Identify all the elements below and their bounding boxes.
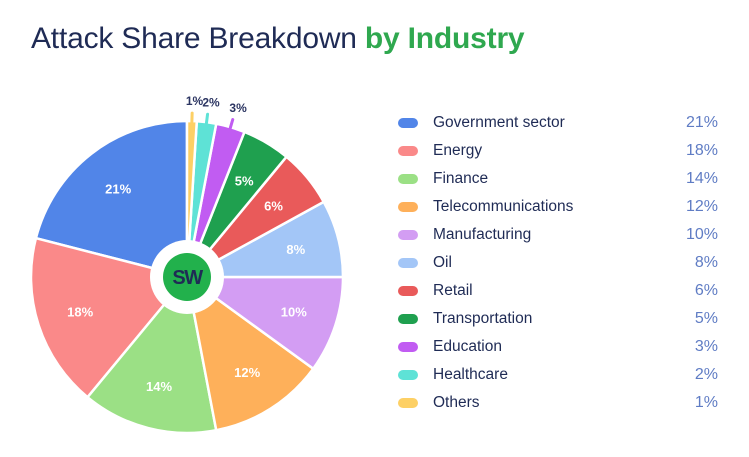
leader-line-education xyxy=(227,118,235,133)
legend-swatch-energy xyxy=(398,146,418,156)
legend-item-manufacturing: Manufacturing 10% xyxy=(398,221,718,249)
data-label-finance: 14% xyxy=(146,379,172,394)
legend-item-healthcare: Healthcare 2% xyxy=(398,361,718,389)
legend-swatch-finance xyxy=(398,174,418,184)
legend-label-education: Education xyxy=(433,338,502,355)
legend-value-retail: 6% xyxy=(694,282,718,299)
data-label-education: 3% xyxy=(229,101,247,115)
data-label-energy: 18% xyxy=(67,305,93,320)
legend-label-others: Others xyxy=(433,394,480,411)
legend-item-transportation: Transportation 5% xyxy=(398,305,718,333)
data-label-healthcare: 2% xyxy=(202,95,220,109)
pie-data-labels: 21% 18% 14% 12% 10% 8% 6% 5% 3% 2%1% xyxy=(67,94,307,394)
legend-label-government-sector: Government sector xyxy=(433,114,565,131)
legend-swatch-others xyxy=(398,398,418,408)
legend-value-manufacturing: 10% xyxy=(685,226,718,243)
slice-government-sector xyxy=(34,119,189,279)
slice-telecommunications xyxy=(185,274,315,432)
title-accent: by Industry xyxy=(364,22,525,55)
legend-value-others: 1% xyxy=(694,394,718,411)
sw-logo-text: SW xyxy=(172,267,203,289)
data-label-others: 1% xyxy=(186,94,204,108)
legend-item-others: Others 1% xyxy=(398,389,718,417)
legend-value-finance: 14% xyxy=(685,170,718,187)
legend-item-government-sector: Government sector 21% xyxy=(398,109,718,137)
legend-swatch-telecommunications xyxy=(398,202,418,212)
legend-swatch-government-sector xyxy=(398,118,418,128)
data-label-manufacturing: 10% xyxy=(281,305,307,320)
legend-value-oil: 8% xyxy=(694,254,718,271)
slice-energy xyxy=(29,236,190,399)
legend-swatch-oil xyxy=(398,258,418,268)
slice-manufacturing xyxy=(183,275,345,371)
legend-swatch-retail xyxy=(398,286,418,296)
legend-value-energy: 18% xyxy=(685,142,718,159)
legend-label-retail: Retail xyxy=(433,282,473,299)
data-label-oil: 8% xyxy=(286,242,305,257)
legend-value-telecommunications: 12% xyxy=(685,198,718,215)
legend-item-oil: Oil 8% xyxy=(398,249,718,277)
sw-logo-badge xyxy=(163,253,211,301)
legend-swatch-transportation xyxy=(398,314,418,324)
legend-swatch-manufacturing xyxy=(398,230,418,240)
data-label-telecommunications: 12% xyxy=(234,365,260,380)
legend-item-finance: Finance 14% xyxy=(398,165,718,193)
pie-slices xyxy=(29,119,345,435)
legend-label-manufacturing: Manufacturing xyxy=(433,226,532,243)
legend-label-finance: Finance xyxy=(433,170,489,187)
legend-item-telecommunications: Telecommunications 12% xyxy=(398,193,718,221)
slice-finance xyxy=(85,274,218,435)
data-label-transportation: 5% xyxy=(235,173,254,188)
legend-label-energy: Energy xyxy=(433,142,483,159)
sw-logo: SW xyxy=(150,240,224,314)
leader-line-healthcare xyxy=(204,112,210,128)
legend-swatch-education xyxy=(398,342,418,352)
legend-value-transportation: 5% xyxy=(694,310,718,327)
chart-title: Attack Share Breakdown by Industry xyxy=(31,22,525,56)
legend-item-energy: Energy 18% xyxy=(398,137,718,165)
legend-label-healthcare: Healthcare xyxy=(433,366,508,383)
chart-legend: Government sector 21% Energy 18% Finance 14% T… xyxy=(398,109,718,417)
legend-item-education: Education 3% xyxy=(398,333,718,361)
legend-label-transportation: Transportation xyxy=(433,310,533,327)
legend-label-telecommunications: Telecommunications xyxy=(433,198,574,215)
legend-label-oil: Oil xyxy=(433,254,452,271)
pie-callouts xyxy=(190,111,235,133)
data-label-government-sector: 21% xyxy=(105,181,131,196)
legend-swatch-healthcare xyxy=(398,370,418,380)
title-main: Attack Share Breakdown xyxy=(31,22,357,55)
legend-value-government-sector: 21% xyxy=(685,114,718,131)
legend-value-healthcare: 2% xyxy=(694,366,718,383)
legend-item-retail: Retail 6% xyxy=(398,277,718,305)
data-label-retail: 6% xyxy=(264,198,283,213)
legend-value-education: 3% xyxy=(694,338,718,355)
